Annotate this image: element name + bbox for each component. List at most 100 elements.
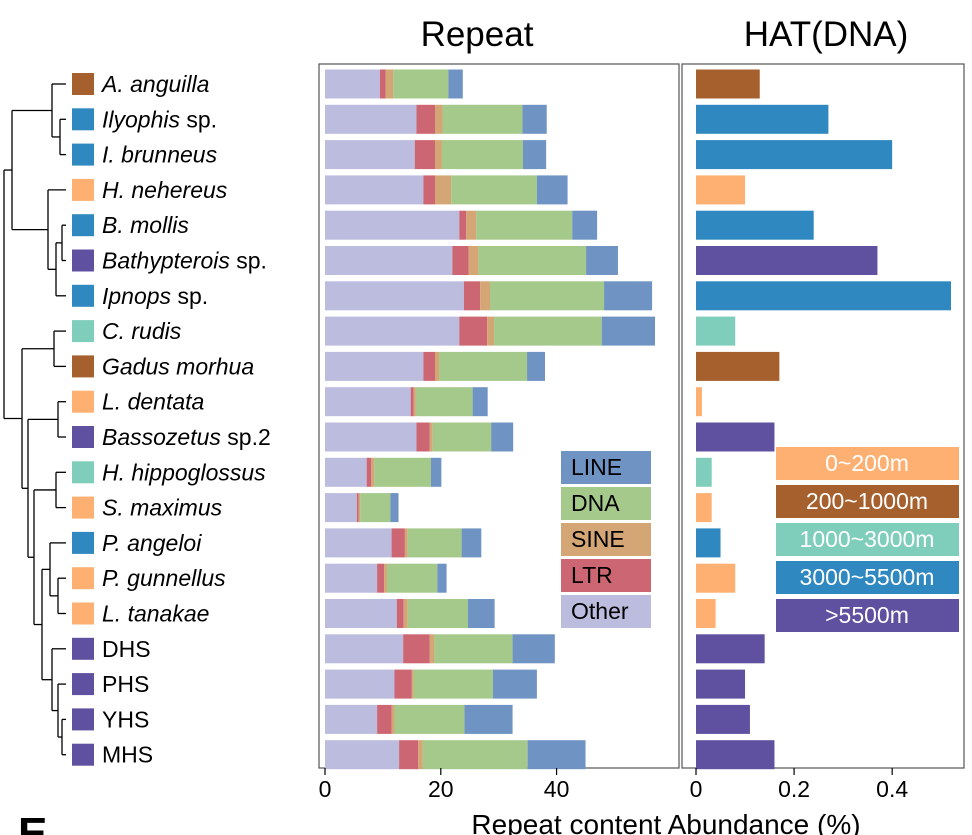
depth-legend-label: >5500m (825, 602, 909, 628)
repeat-bar-segment (461, 528, 482, 558)
repeat-bar-segment (434, 634, 513, 664)
repeat-bar-segment (325, 704, 378, 734)
depth-legend-swatch (776, 523, 959, 556)
legend-swatch (561, 487, 651, 520)
species-label: H. hippoglossus (102, 459, 266, 485)
repeat-bar-segment (464, 704, 513, 734)
repeat-bar-segment (439, 351, 528, 381)
repeat-bar-segment (325, 140, 415, 170)
repeat-bar-segment (523, 140, 547, 170)
repeat-panel-title: Repeat (421, 15, 534, 54)
legend-label: Other (571, 598, 629, 624)
hat-bar (696, 599, 716, 628)
depth-swatch (72, 73, 94, 95)
repeat-bar-segment (478, 246, 587, 275)
species-label: A. anguilla (100, 71, 209, 97)
repeat-bar-segment (601, 316, 655, 346)
hat-plot-frame (681, 63, 965, 769)
depth-swatch (72, 602, 94, 625)
species-name-italic: L. tanakae (102, 601, 209, 627)
repeat-bar-segment (468, 599, 495, 628)
hat-bar (696, 457, 712, 487)
depth-legend-swatch (776, 561, 959, 594)
species-name-italic: P. gunnellus (102, 565, 226, 591)
repeat-bar-segment (604, 281, 653, 311)
legend-swatch (561, 559, 651, 592)
species-name-italic: H. hippoglossus (102, 459, 266, 485)
depth-legend: 0~200m 200~1000m 1000~3000m 3000~5500m >5500… (776, 447, 959, 632)
depth-swatch (72, 673, 94, 696)
repeat-bar-segment (492, 669, 537, 699)
repeat-bar-segment (423, 351, 435, 381)
species-name-italic: A. anguilla (100, 71, 209, 97)
hat-bar (696, 104, 829, 134)
species-label: Bathypterois sp. (102, 248, 267, 274)
hat-bar (696, 351, 780, 381)
repeat-bar-segment (386, 563, 438, 593)
repeat-bar-segment (403, 599, 408, 628)
repeat-bar-segment (480, 281, 490, 311)
repeat-bar-segment (360, 493, 391, 523)
hat-bars (696, 69, 951, 770)
repeat-bar-segment (572, 210, 598, 240)
x-tick-label: 0 (690, 776, 703, 802)
repeat-bar-segment (415, 387, 473, 417)
depth-legend-swatch (776, 447, 959, 480)
depth-legend-label: 1000~3000m (800, 526, 935, 552)
legend-swatch (561, 595, 651, 628)
x-tick-label: 40 (544, 776, 570, 802)
legend-label: LTR (571, 562, 613, 588)
legend-swatch (561, 451, 651, 484)
species-name-italic: Bathypterois (102, 248, 230, 274)
repeat-bar-segment (472, 387, 488, 417)
repeat-bar-segment (325, 634, 404, 664)
repeat-bar-segment (325, 69, 380, 99)
repeat-bar-segment (407, 528, 462, 558)
species-label: MHS (102, 742, 153, 768)
repeat-bar-segment (536, 175, 568, 205)
repeat-bar-segment (396, 599, 404, 628)
hat-panel-title: HAT(DNA) (744, 15, 909, 54)
hat-bar (696, 669, 746, 699)
depth-legend-swatch (776, 599, 959, 632)
species-name-plain: sp. (230, 248, 267, 274)
depth-swatch (72, 320, 94, 343)
species-label: Bassozetus sp.2 (102, 424, 271, 450)
repeat-bar-segment (468, 246, 479, 275)
repeat-bar-segment (442, 104, 523, 134)
species-name-plain: YHS (102, 706, 149, 732)
repeat-bar-segment (325, 669, 395, 699)
repeat-bar-segment (463, 281, 481, 311)
species-name-plain: MHS (102, 742, 153, 768)
legend-label: DNA (571, 490, 620, 516)
repeat-bar-segment (491, 422, 514, 452)
species-label: Ilyophis sp. (102, 106, 217, 132)
panel-letter: E (18, 809, 47, 835)
species-name-plain: DHS (102, 636, 151, 662)
species-label: L. dentata (102, 389, 204, 415)
repeat-bar-segment (325, 281, 464, 311)
species-name-italic: Ipnops (102, 283, 172, 309)
repeat-bar-segment (391, 704, 395, 734)
repeat-bar-segment (399, 740, 419, 770)
repeat-bar-segment (418, 740, 423, 770)
repeat-bar-segment (452, 246, 469, 275)
repeat-bar-segment (394, 704, 465, 734)
species-label: H. nehereus (102, 177, 228, 203)
repeat-bar-segment (435, 140, 442, 170)
species-name-italic: Bassozetus (102, 424, 221, 450)
hat-bar (696, 246, 878, 275)
repeat-bar-segment (325, 104, 417, 134)
depth-swatch (72, 567, 94, 590)
hat-bar (696, 740, 775, 770)
species-label: Gadus morhua (102, 353, 254, 379)
repeat-bar-segment (429, 422, 433, 452)
depth-swatch (72, 108, 94, 131)
species-name-italic: H. nehereus (102, 177, 228, 203)
species-label: S. maximus (102, 495, 223, 521)
repeat-bar-segment (384, 563, 387, 593)
hat-bar (696, 422, 775, 452)
x-tick-label: 20 (428, 776, 454, 802)
depth-swatch (72, 637, 94, 660)
species-label: P. angeloi (102, 530, 202, 556)
